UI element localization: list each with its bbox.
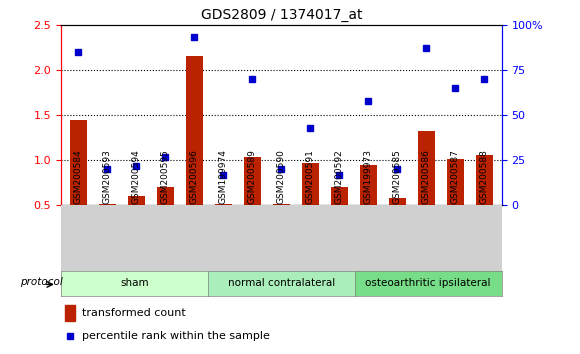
Bar [418,131,435,205]
Bar [186,56,203,205]
Bar [66,305,75,321]
Bar [215,204,232,205]
Bar [302,163,319,205]
Bar [157,187,174,205]
Text: percentile rank within the sample: percentile rank within the sample [82,331,270,341]
Bar [99,204,116,205]
Text: normal contralateral: normal contralateral [228,278,335,288]
Text: osteoarthritic ipsilateral: osteoarthritic ipsilateral [365,278,491,288]
Bar [331,187,348,205]
Bar [273,204,290,205]
Bar [360,165,377,205]
Bar [447,159,464,205]
Bar [128,196,145,205]
Bar [476,155,493,205]
Title: GDS2809 / 1374017_at: GDS2809 / 1374017_at [201,8,362,22]
Text: sham: sham [120,278,148,288]
Bar [70,120,87,205]
Bar [389,198,406,205]
Text: transformed count: transformed count [82,308,186,318]
Bar [244,156,261,205]
Text: protocol: protocol [20,277,63,287]
